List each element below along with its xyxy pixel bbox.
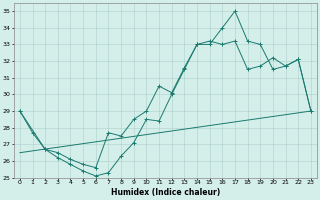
- X-axis label: Humidex (Indice chaleur): Humidex (Indice chaleur): [111, 188, 220, 197]
